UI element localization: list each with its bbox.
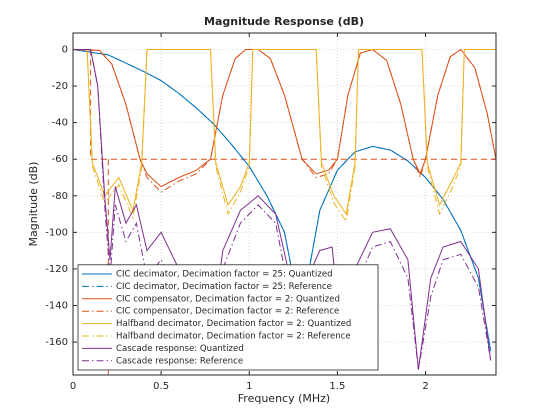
legend-label: Halfband decimator, Decimation factor = …: [116, 332, 351, 342]
legend-label: Cascade response: Reference: [116, 356, 243, 366]
y-tick-label: -60: [52, 154, 68, 165]
legend-label: CIC decimator, Decimation factor = 25: R…: [116, 282, 332, 292]
y-tick-label: -40: [52, 118, 68, 129]
series-line: [73, 49, 492, 370]
x-tick-label: 0: [70, 381, 76, 392]
y-tick-label: -120: [45, 264, 68, 275]
y-tick-label: -80: [52, 191, 68, 202]
x-tick-label: 1: [246, 381, 252, 392]
series-line: [73, 49, 496, 223]
y-axis-label: Magnitude (dB): [27, 162, 40, 247]
chart-title: Magnitude Response (dB): [204, 15, 364, 28]
x-tick-label: 1.5: [329, 381, 345, 392]
y-tick-label: -20: [52, 81, 68, 92]
legend-label: CIC compensator, Decimation factor = 2: …: [116, 294, 340, 304]
legend-label: Halfband decimator, Decimation factor = …: [116, 319, 351, 329]
x-tick-label: 0.5: [153, 381, 169, 392]
series-line: [73, 49, 492, 370]
y-tick-label: -140: [45, 301, 68, 312]
y-tick-label: -100: [45, 227, 68, 238]
legend-label: CIC decimator, Decimation factor = 25: Q…: [116, 270, 333, 280]
legend-label: CIC compensator, Decimation factor = 2: …: [116, 307, 339, 317]
y-tick-label: 0: [62, 44, 68, 55]
axes-box: [72, 32, 497, 376]
x-axis-label: Frequency (MHz): [238, 392, 330, 405]
series-line: [73, 48, 496, 193]
y-tick-label: -160: [45, 337, 68, 348]
x-tick-label: 2: [422, 381, 428, 392]
legend-box: [77, 264, 379, 371]
legend-label: Cascade response: Quantized: [116, 344, 244, 354]
